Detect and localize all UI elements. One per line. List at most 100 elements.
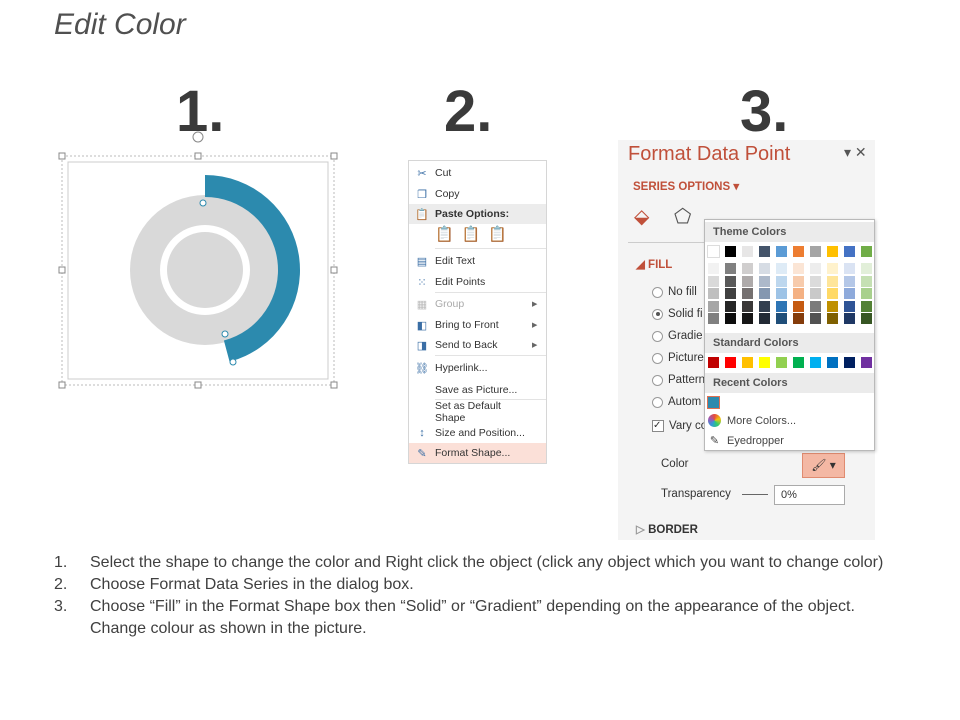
- theme-shade-swatch[interactable]: [861, 275, 872, 287]
- fill-option-radio[interactable]: No fill: [652, 286, 697, 298]
- theme-shade-swatch[interactable]: [827, 288, 838, 299]
- theme-shade-swatch[interactable]: [844, 275, 855, 287]
- menu-item-set-as-default-shape[interactable]: Set as Default Shape: [409, 400, 546, 424]
- theme-color-swatch[interactable]: [759, 246, 770, 257]
- theme-shade-swatch[interactable]: [759, 300, 770, 312]
- more-colors-button[interactable]: More Colors...: [708, 414, 796, 427]
- theme-shade-swatch[interactable]: [725, 275, 736, 287]
- theme-shade-swatch[interactable]: [861, 300, 872, 312]
- theme-shade-swatch[interactable]: [844, 263, 855, 274]
- standard-color-swatch[interactable]: [708, 357, 719, 368]
- paste-picture-icon[interactable]: 📋: [488, 226, 508, 243]
- series-options-dropdown[interactable]: SERIES OPTIONS ▾: [633, 181, 740, 193]
- menu-item-format-shape[interactable]: ✎ Format Shape...: [409, 443, 546, 463]
- theme-shade-swatch[interactable]: [742, 313, 753, 324]
- standard-color-swatch[interactable]: [742, 357, 753, 368]
- standard-color-swatch[interactable]: [827, 357, 838, 368]
- theme-shade-swatch[interactable]: [810, 300, 821, 312]
- standard-color-swatch[interactable]: [810, 357, 821, 368]
- paste-keep-text-icon[interactable]: 📋: [435, 226, 454, 243]
- theme-shade-swatch[interactable]: [725, 313, 736, 324]
- theme-shade-swatch[interactable]: [776, 288, 787, 299]
- theme-shade-swatch[interactable]: [844, 313, 855, 324]
- menu-item-group[interactable]: ▦ Group ▶: [409, 294, 546, 314]
- menu-item-copy[interactable]: ❐ Copy: [409, 184, 546, 204]
- theme-shade-swatch[interactable]: [827, 300, 838, 312]
- theme-shade-swatch[interactable]: [776, 263, 787, 274]
- theme-shade-swatch[interactable]: [861, 313, 872, 324]
- vary-colors-checkbox[interactable]: ✓ Vary co: [652, 420, 708, 432]
- color-picker-button[interactable]: 🖌 ▾: [802, 453, 845, 478]
- theme-shade-swatch[interactable]: [776, 300, 787, 312]
- theme-shade-swatch[interactable]: [742, 275, 753, 287]
- standard-color-swatch[interactable]: [725, 357, 736, 368]
- menu-item-save-as-picture[interactable]: Save as Picture...: [409, 380, 546, 400]
- menu-item-bring-to-front[interactable]: ◧ Bring to Front ▶: [409, 315, 546, 335]
- theme-shade-swatch[interactable]: [725, 288, 736, 299]
- theme-shade-swatch[interactable]: [742, 263, 753, 274]
- theme-shade-swatch[interactable]: [708, 263, 719, 274]
- theme-shade-swatch[interactable]: [708, 288, 719, 299]
- eyedropper-button[interactable]: ✎ Eyedropper: [708, 434, 784, 448]
- theme-color-swatch[interactable]: [725, 246, 736, 257]
- fill-option-radio[interactable]: Picture: [652, 352, 704, 364]
- theme-color-swatch[interactable]: [861, 246, 872, 257]
- theme-shade-swatch[interactable]: [776, 313, 787, 324]
- theme-shade-swatch[interactable]: [708, 300, 719, 312]
- theme-shade-swatch[interactable]: [844, 300, 855, 312]
- theme-shade-swatch[interactable]: [725, 263, 736, 274]
- theme-shade-swatch[interactable]: [793, 263, 804, 274]
- recent-color-swatch[interactable]: [707, 396, 720, 409]
- theme-shade-swatch[interactable]: [742, 288, 753, 299]
- fill-line-tab-icon[interactable]: ⬙: [634, 206, 650, 228]
- theme-shade-swatch[interactable]: [776, 275, 787, 287]
- fill-option-radio[interactable]: Solid fi: [652, 308, 703, 320]
- theme-shade-swatch[interactable]: [861, 263, 872, 274]
- standard-color-swatch[interactable]: [844, 357, 855, 368]
- menu-item-send-to-back[interactable]: ◨ Send to Back ▶: [409, 335, 546, 355]
- fill-option-radio[interactable]: Gradie: [652, 330, 703, 342]
- panel-options-dropdown-icon[interactable]: ▾ ✕: [844, 144, 867, 160]
- theme-shade-swatch[interactable]: [742, 300, 753, 312]
- theme-shade-swatch[interactable]: [759, 263, 770, 274]
- theme-shade-swatch[interactable]: [827, 275, 838, 287]
- theme-color-swatch[interactable]: [827, 246, 838, 257]
- fill-option-radio[interactable]: Pattern: [652, 374, 705, 386]
- point-handle[interactable]: [229, 358, 237, 366]
- standard-color-swatch[interactable]: [793, 357, 804, 368]
- theme-color-swatch[interactable]: [776, 246, 787, 257]
- transparency-input[interactable]: 0%: [774, 485, 845, 505]
- theme-shade-swatch[interactable]: [708, 313, 719, 324]
- menu-item-size-and-position[interactable]: ↕ Size and Position...: [409, 423, 546, 443]
- standard-color-swatch[interactable]: [776, 357, 787, 368]
- theme-color-swatch[interactable]: [810, 246, 821, 257]
- theme-shade-swatch[interactable]: [844, 288, 855, 299]
- standard-color-swatch[interactable]: [759, 357, 770, 368]
- theme-shade-swatch[interactable]: [827, 263, 838, 274]
- theme-color-swatch[interactable]: [742, 246, 753, 257]
- paste-formatting-icon[interactable]: 📋: [461, 226, 481, 243]
- theme-shade-swatch[interactable]: [759, 288, 770, 299]
- theme-color-swatch[interactable]: [707, 245, 720, 258]
- theme-shade-swatch[interactable]: [810, 313, 821, 324]
- selection-handles[interactable]: [58, 152, 338, 389]
- theme-color-swatch[interactable]: [844, 246, 855, 257]
- menu-item-hyperlink[interactable]: ⛓ Hyperlink...: [409, 358, 546, 378]
- theme-shade-swatch[interactable]: [810, 288, 821, 299]
- theme-shade-swatch[interactable]: [793, 275, 804, 287]
- fill-section-toggle[interactable]: ◢ FILL: [636, 259, 673, 271]
- point-handle[interactable]: [199, 199, 207, 207]
- standard-color-swatch[interactable]: [861, 357, 872, 368]
- point-handle[interactable]: [221, 330, 229, 338]
- theme-color-swatch[interactable]: [793, 246, 804, 257]
- menu-item-edit-points[interactable]: ⁙ Edit Points: [409, 272, 546, 292]
- theme-shade-swatch[interactable]: [793, 313, 804, 324]
- menu-item-cut[interactable]: ✂ Cut: [409, 163, 546, 183]
- theme-shade-swatch[interactable]: [861, 288, 872, 299]
- theme-shade-swatch[interactable]: [810, 263, 821, 274]
- effects-tab-icon[interactable]: ⬠: [674, 206, 692, 228]
- theme-shade-swatch[interactable]: [827, 313, 838, 324]
- theme-shade-swatch[interactable]: [759, 313, 770, 324]
- border-section-toggle[interactable]: ▷ BORDER: [636, 524, 698, 536]
- donut-selected-segment[interactable]: [205, 175, 300, 362]
